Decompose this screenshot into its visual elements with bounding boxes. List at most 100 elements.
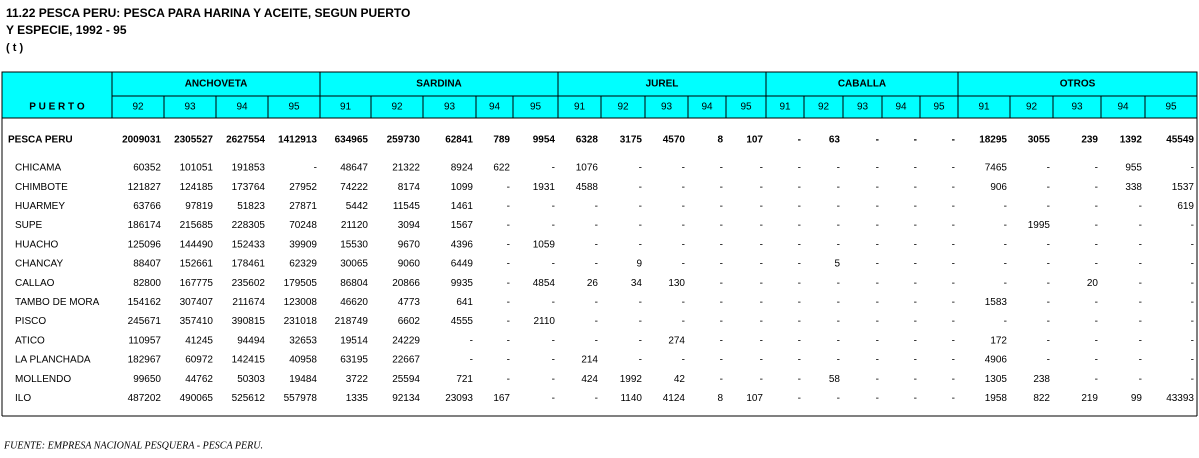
cell: -	[1191, 297, 1194, 308]
cell: -	[876, 393, 879, 404]
cell: -	[720, 201, 723, 212]
cell: -	[1095, 163, 1098, 174]
cell: 9	[636, 259, 642, 270]
cell: -	[952, 393, 955, 404]
cell: 9935	[451, 278, 474, 289]
cell: 7465	[985, 163, 1008, 174]
cell: 2110	[533, 316, 555, 327]
cell: 39909	[289, 239, 317, 250]
cell: -	[876, 278, 879, 289]
cell: 4124	[663, 393, 686, 404]
cell: -	[1139, 239, 1142, 250]
year-label: 93	[1071, 102, 1083, 113]
cell: -	[1004, 220, 1007, 231]
cell: -	[639, 355, 642, 366]
cell: 9954	[533, 135, 556, 146]
year-label: 93	[857, 102, 869, 113]
cell: -	[595, 393, 598, 404]
cell: 228305	[232, 220, 266, 231]
cell: 789	[493, 135, 510, 146]
cell: 219	[1081, 393, 1098, 404]
cell: 4588	[576, 182, 599, 193]
year-label: 92	[1026, 102, 1038, 113]
year-label: 95	[530, 102, 542, 113]
cell: -	[952, 316, 955, 327]
cell: -	[952, 220, 955, 231]
cell: -	[552, 297, 555, 308]
cell: 20866	[392, 278, 420, 289]
cell: -	[1047, 278, 1050, 289]
group-label: ANCHOVETA	[185, 79, 248, 90]
cell: 1537	[1172, 182, 1195, 193]
cell: -	[682, 316, 685, 327]
cell: -	[798, 220, 801, 231]
cell: 167	[493, 393, 510, 404]
cell: 18295	[979, 135, 1007, 146]
cell: 1995	[1028, 220, 1051, 231]
cell: -	[952, 201, 955, 212]
cell: 487202	[128, 393, 162, 404]
year-label: 92	[617, 102, 629, 113]
cell: 3175	[620, 135, 643, 146]
cell: 21120	[341, 220, 369, 231]
cell: 6449	[451, 259, 474, 270]
cell: -	[720, 355, 723, 366]
cell: 424	[581, 374, 598, 385]
cell: -	[639, 316, 642, 327]
year-label: 91	[779, 102, 791, 113]
cell: -	[1095, 355, 1098, 366]
cell: 88407	[133, 259, 161, 270]
cell: 152661	[180, 259, 214, 270]
year-label: 93	[661, 102, 673, 113]
cell: -	[507, 355, 510, 366]
cell: -	[952, 135, 955, 146]
cell: -	[876, 316, 879, 327]
cell: -	[952, 182, 955, 193]
year-label: 94	[489, 102, 501, 113]
cell: 121827	[128, 182, 162, 193]
cell: 4396	[451, 239, 474, 250]
cell: 211674	[232, 297, 265, 308]
group-label: CABALLA	[838, 79, 886, 90]
cell: -	[876, 297, 879, 308]
cell: -	[552, 393, 555, 404]
cell: -	[760, 316, 763, 327]
cell: 107	[746, 135, 763, 146]
cell: 215685	[180, 220, 214, 231]
cell: -	[595, 316, 598, 327]
cell: 1567	[451, 220, 474, 231]
cell: -	[837, 201, 840, 212]
cell: -	[595, 335, 598, 346]
cell: -	[798, 393, 801, 404]
cell: -	[798, 182, 801, 193]
cell: -	[1139, 278, 1142, 289]
cell: -	[914, 259, 917, 270]
cell: -	[837, 163, 840, 174]
year-label: 93	[184, 102, 196, 113]
cell: -	[1139, 335, 1142, 346]
cell: 20	[1087, 278, 1099, 289]
cell: 1583	[985, 297, 1008, 308]
cell: -	[507, 182, 510, 193]
cell: -	[507, 316, 510, 327]
cell: -	[507, 259, 510, 270]
row-label: HUARMEY	[15, 201, 65, 212]
cell: -	[876, 259, 879, 270]
cell: -	[720, 335, 723, 346]
cell: 86804	[340, 278, 368, 289]
cell: 3722	[346, 374, 369, 385]
cell: -	[552, 335, 555, 346]
row-label: TAMBO DE MORA	[15, 297, 100, 308]
cell: 390815	[232, 316, 266, 327]
cell: 60352	[133, 163, 161, 174]
cell: 2627554	[226, 135, 265, 146]
cell: -	[914, 278, 917, 289]
cell: -	[798, 259, 801, 270]
cell: -	[760, 297, 763, 308]
cell: 107	[746, 393, 763, 404]
cell: -	[837, 239, 840, 250]
row-label: CHICAMA	[15, 163, 61, 174]
year-label: 91	[340, 102, 352, 113]
year-label: 94	[701, 102, 713, 113]
cell: -	[952, 239, 955, 250]
